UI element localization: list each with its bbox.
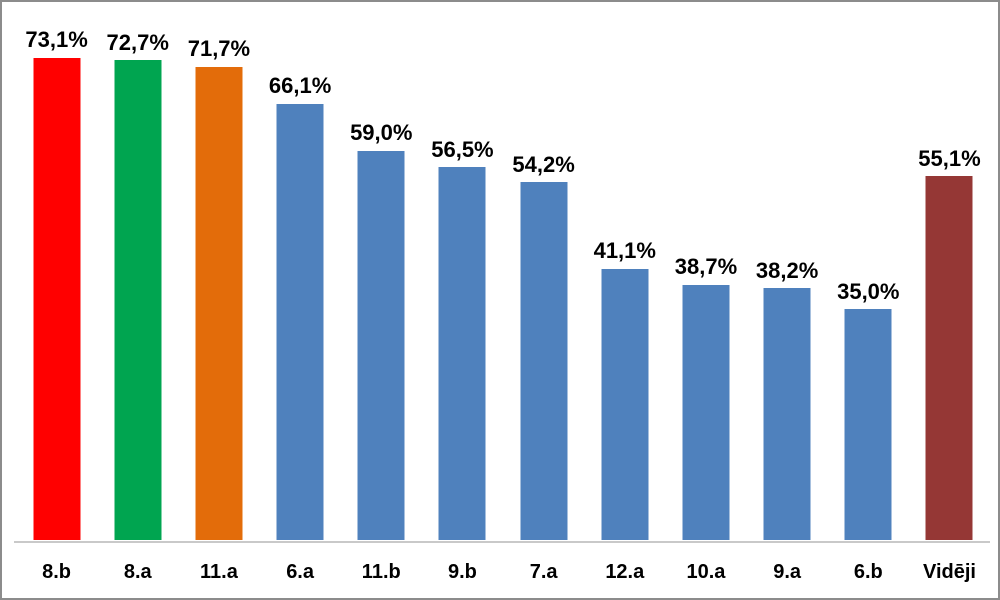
bar-group: 59,0% 11.b xyxy=(341,2,422,598)
bar-group: 72,7% 8.a xyxy=(97,2,178,598)
bar-value-label: 72,7% xyxy=(106,29,169,55)
bar-value-label: 56,5% xyxy=(431,136,494,162)
bar xyxy=(357,150,405,540)
category-label: 6.b xyxy=(853,561,883,583)
bar xyxy=(276,103,324,540)
bar-group: 54,2% 7.a xyxy=(503,2,584,598)
category-label: 7.a xyxy=(529,561,558,583)
bars-container: 73,1% 8.b 72,7% 8.a 71,7% 11.a 66,1% 6.a 59,0% 11… xyxy=(16,2,990,598)
bar-group: 66,1% 6.a xyxy=(260,2,341,598)
bar-value-label: 38,7% xyxy=(674,254,738,280)
bar xyxy=(925,176,973,540)
bar-group: 35,0% 6.b xyxy=(828,2,909,598)
bar xyxy=(763,287,811,540)
bar-value-label: 55,1% xyxy=(918,146,981,172)
category-label: 9.a xyxy=(773,561,802,583)
bar-group: 38,2% 9.a xyxy=(747,2,828,598)
bar-group: 56,5% 9.b xyxy=(422,2,503,598)
category-label: 10.a xyxy=(686,561,726,583)
category-label: Vidēji xyxy=(922,561,976,583)
category-label: 6.a xyxy=(286,561,314,583)
bar-group: 41,1% 12.a xyxy=(584,2,665,598)
bar xyxy=(601,268,649,540)
bar-value-label: 73,1% xyxy=(25,27,88,53)
category-label: 8.a xyxy=(123,561,152,583)
category-label: 11.b xyxy=(361,561,401,583)
bar-value-label: 71,7% xyxy=(187,36,251,62)
bar xyxy=(438,167,486,540)
category-label: 12.a xyxy=(605,561,645,583)
bar-value-label: 35,0% xyxy=(837,278,900,304)
bar-value-label: 59,0% xyxy=(350,120,413,146)
bar-value-label: 66,1% xyxy=(268,73,332,99)
bar xyxy=(520,182,568,540)
bar xyxy=(844,309,892,540)
bar xyxy=(195,66,243,540)
category-label: 9.b xyxy=(447,561,477,583)
category-label: 8.b xyxy=(42,561,72,583)
x-axis-line xyxy=(14,541,990,543)
bar-group: 71,7% 11.a xyxy=(178,2,259,598)
category-label: 11.a xyxy=(200,561,238,583)
bar-group: 38,7% 10.a xyxy=(665,2,746,598)
bar-group: 55,1% Vidēji xyxy=(909,2,990,598)
bar-value-label: 41,1% xyxy=(593,238,656,264)
bar-value-label: 54,2% xyxy=(512,151,575,177)
bar-value-label: 38,2% xyxy=(755,257,819,283)
bar xyxy=(682,284,730,540)
bar xyxy=(114,60,162,540)
bar xyxy=(33,57,81,540)
bar-group: 73,1% 8.b xyxy=(16,2,97,598)
